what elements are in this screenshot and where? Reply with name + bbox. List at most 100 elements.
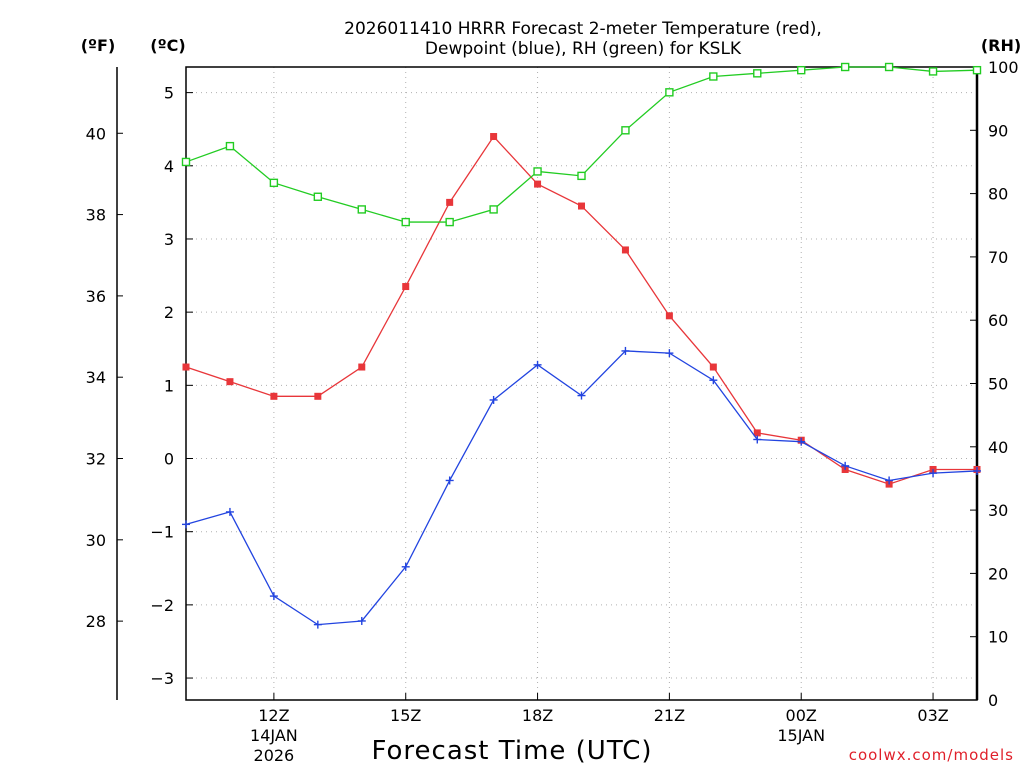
x-axis-title: Forecast Time (UTC) [371, 736, 652, 766]
rh-point [313, 192, 323, 201]
dewpoint-point [313, 620, 322, 629]
rh-point [181, 157, 191, 167]
dewpoint-point [797, 437, 806, 446]
rh-point [709, 72, 718, 81]
temperature-point [182, 363, 190, 371]
rh-point [797, 65, 806, 75]
temperature-point [621, 246, 629, 254]
dewpoint-point [577, 391, 586, 400]
celsius-tick-label: 3 [164, 230, 174, 249]
x-tick-label: 03Z [917, 706, 948, 725]
temperature-point [402, 283, 410, 291]
rh-point [445, 217, 454, 227]
rh-tick-label: 90 [988, 121, 1008, 140]
x-tick-label: 18Z [522, 706, 553, 725]
temperature-point [446, 198, 454, 206]
dewpoint-point [489, 395, 498, 404]
dewpoint-point [709, 376, 718, 385]
temperature-series-line [185, 135, 977, 485]
celsius-tick-label: −3 [150, 669, 174, 688]
dewpoint-point [929, 469, 938, 478]
x-date-label: 15JAN [777, 726, 825, 745]
x-tick-label: 00Z [786, 706, 817, 725]
rh-tick-label: 30 [988, 501, 1008, 520]
dewpoint-point [665, 349, 674, 358]
celsius-tick-label: 4 [164, 157, 174, 176]
rh-tick-label: 20 [988, 564, 1008, 583]
rh-point [489, 205, 498, 214]
grid-lines [186, 67, 977, 700]
temperature-point [314, 392, 322, 400]
rh-point [665, 88, 674, 97]
celsius-tick-label: 0 [164, 450, 174, 469]
fahrenheit-tick-label: 34 [86, 368, 106, 387]
fahrenheit-tick-label: 30 [86, 531, 106, 550]
rh-point [928, 67, 938, 76]
rh-tick-label: 50 [988, 375, 1008, 394]
rh-tick-label: 10 [988, 628, 1008, 647]
dewpoint-point [973, 466, 981, 475]
temperature-point [490, 133, 498, 141]
dewpoint-point [621, 346, 630, 355]
dewpoint-point [841, 461, 850, 470]
fahrenheit-tick-label: 40 [86, 124, 106, 143]
rh-point [357, 205, 366, 214]
temperature-point [358, 363, 366, 371]
rh-series-line [185, 66, 978, 223]
celsius-tick-label: 5 [164, 84, 174, 103]
celsius-tick-label: −2 [150, 596, 174, 615]
axes [116, 66, 979, 701]
x-tick-label: 21Z [654, 706, 685, 725]
celsius-tick-label: −1 [150, 523, 174, 542]
temperature-point [270, 392, 278, 400]
fahrenheit-tick-label: 28 [86, 612, 106, 631]
dewpoint-point [269, 592, 278, 601]
rh-tick-label: 100 [988, 58, 1019, 77]
rh-point [269, 178, 279, 188]
dewpoint-point [357, 616, 366, 625]
x-year-label: 2026 [254, 746, 295, 765]
fahrenheit-tick-label: 36 [86, 287, 106, 306]
temperature-point [226, 378, 234, 386]
temperature-point [709, 363, 717, 371]
rh-point [533, 167, 542, 176]
x-tick-label: 15Z [390, 706, 421, 725]
celsius-tick-label: 1 [164, 376, 174, 395]
temperature-point [534, 180, 542, 188]
dewpoint-point [445, 476, 454, 485]
temperature-point [578, 202, 585, 210]
rh-point [621, 126, 630, 135]
rh-point [884, 62, 894, 72]
rh-point [972, 65, 982, 75]
chart-title-line1: 2026011410 HRRR Forecast 2-meter Tempera… [344, 19, 822, 39]
chart-title-line2: Dewpoint (blue), RH (green) for KSLK [425, 39, 742, 59]
x-date-label: 14JAN [250, 726, 298, 745]
series-layer [181, 62, 982, 629]
rh-tick-label: 70 [988, 248, 1008, 267]
rh-unit-label: (RH) [981, 36, 1021, 55]
rh-point [753, 69, 762, 78]
dewpoint-point [225, 507, 234, 516]
celsius-unit-label: (ºC) [150, 36, 185, 55]
dewpoint-point [753, 435, 762, 444]
x-tick-label: 12Z [258, 706, 289, 725]
rh-point [577, 171, 586, 181]
dewpoint-point [533, 360, 542, 369]
rh-point [401, 217, 410, 227]
fahrenheit-unit-label: (ºF) [81, 36, 116, 55]
rh-tick-label: 0 [988, 691, 998, 710]
fahrenheit-tick-label: 38 [86, 206, 106, 225]
credit-link[interactable]: coolwx.com/models [849, 746, 1014, 764]
dewpoint-point [401, 562, 410, 571]
temperature-point [753, 429, 761, 437]
fahrenheit-tick-label: 32 [86, 450, 106, 469]
dewpoint-point [182, 520, 190, 529]
temperature-point [665, 312, 673, 320]
rh-point [225, 141, 235, 151]
rh-tick-label: 40 [988, 438, 1008, 457]
dewpoint-point [885, 476, 894, 485]
rh-point [840, 62, 850, 72]
tick-labels: −3−2−10123452830323436384001020304050607… [86, 58, 1019, 765]
celsius-tick-label: 2 [164, 303, 174, 322]
